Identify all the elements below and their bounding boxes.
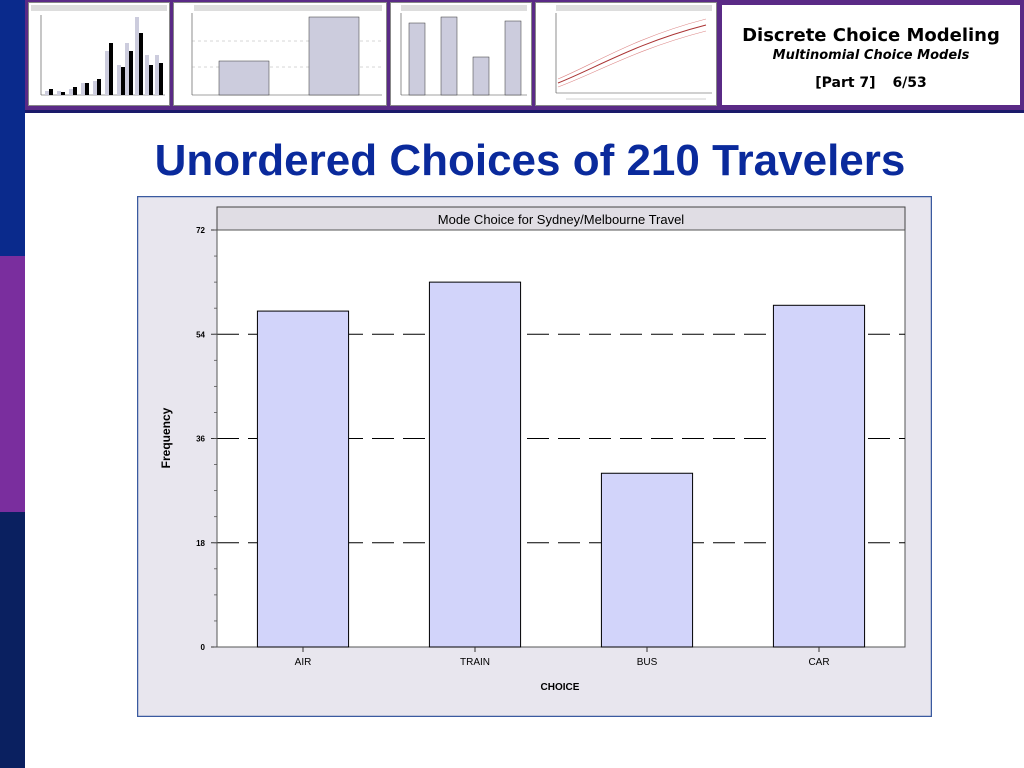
- bar-chart: Mode Choice for Sydney/Melbourne Travel …: [136, 195, 933, 718]
- x-tick-label: CAR: [808, 657, 829, 668]
- x-axis: AIR TRAIN BUS CAR: [295, 647, 830, 668]
- slide-number: 6/53: [892, 75, 927, 91]
- thumbnail-histogram: [28, 2, 170, 106]
- x-tick-label: TRAIN: [460, 657, 490, 668]
- header-divider: [25, 110, 1024, 113]
- bar-car: [772, 304, 866, 648]
- x-tick-label: AIR: [295, 657, 312, 668]
- x-axis-label: CHOICE: [541, 682, 580, 693]
- thumbnail-two-bars: [173, 2, 387, 106]
- y-tick-label: 54: [196, 330, 205, 339]
- bars: [256, 281, 866, 648]
- x-tick-label: BUS: [637, 657, 658, 668]
- part-label: [Part 7]: [815, 75, 876, 91]
- thumbnail-partial-effects: [535, 2, 717, 106]
- bar-train: [428, 281, 522, 648]
- bar-air: [256, 310, 350, 648]
- course-header: Discrete Choice Modeling Multinomial Cho…: [720, 3, 1022, 107]
- y-tick-label: 36: [196, 435, 205, 444]
- thumbnail-mode-bars: [390, 2, 532, 106]
- course-subtitle: Multinomial Choice Models: [772, 48, 970, 63]
- bar-bus: [600, 472, 694, 648]
- y-axis-label: Frequency: [159, 407, 173, 468]
- side-band-navy: [0, 512, 25, 768]
- chart-title: Mode Choice for Sydney/Melbourne Travel: [438, 212, 685, 227]
- slide-title: Unordered Choices of 210 Travelers: [154, 136, 906, 185]
- y-axis: 0 18 36 54 72: [196, 226, 218, 652]
- side-band-blue: [0, 0, 25, 256]
- y-tick-label: 18: [196, 539, 205, 548]
- y-tick-label: 72: [196, 226, 205, 235]
- y-tick-label: 0: [201, 643, 206, 652]
- part-indicator: [Part 7] 6/53: [722, 75, 1020, 91]
- chart-svg: Mode Choice for Sydney/Melbourne Travel …: [136, 195, 933, 718]
- side-band-purple: [0, 256, 25, 512]
- course-title: Discrete Choice Modeling: [742, 25, 1000, 46]
